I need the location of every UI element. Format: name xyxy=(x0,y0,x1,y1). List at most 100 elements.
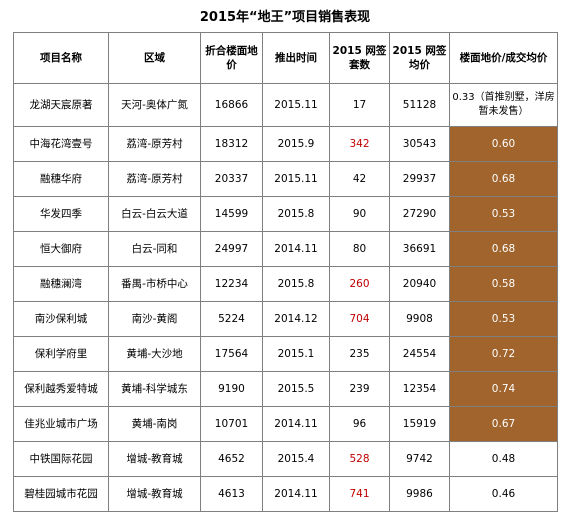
cell-area: 黄埔-大沙地 xyxy=(108,336,201,372)
cell-ratio: 0.33（首推别墅，洋房暂未发售） xyxy=(449,83,558,127)
header-ratio: 楼面地价/成交均价 xyxy=(449,32,558,84)
cell-launch: 2015.11 xyxy=(262,161,330,197)
cell-ratio: 0.74 xyxy=(449,371,558,407)
cell-launch: 2014.12 xyxy=(262,301,330,337)
cell-land-price: 24997 xyxy=(200,231,263,267)
cell-avg-price: 15919 xyxy=(389,406,450,442)
cell-launch: 2014.11 xyxy=(262,406,330,442)
cell-area: 增城-教育城 xyxy=(108,476,201,512)
table-row: 龙湖天宸原著 天河-奥体广氮 16866 2015.11 17 51128 0.33（首推别… xyxy=(13,83,558,127)
cell-name: 中海花湾壹号 xyxy=(13,126,109,162)
table-row: 佳兆业城市广场 黄埔-南岗 10701 2014.11 96 15919 0.67 xyxy=(13,406,558,442)
cell-avg-price: 9908 xyxy=(389,301,450,337)
cell-area: 番禺-市桥中心 xyxy=(108,266,201,302)
cell-avg-price: 36691 xyxy=(389,231,450,267)
table-title: 2015年“地王”项目销售表现 xyxy=(199,10,371,25)
header-name: 项目名称 xyxy=(13,32,109,84)
cell-avg-price: 29937 xyxy=(389,161,450,197)
cell-launch: 2015.8 xyxy=(262,196,330,232)
cell-launch: 2015.1 xyxy=(262,336,330,372)
cell-units: 342 xyxy=(329,126,390,162)
cell-units: 235 xyxy=(329,336,390,372)
table-row: 华发四季 白云-白云大道 14599 2015.8 90 27290 0.53 xyxy=(13,196,558,232)
cell-avg-price: 12354 xyxy=(389,371,450,407)
cell-name: 龙湖天宸原著 xyxy=(13,83,109,127)
cell-name: 佳兆业城市广场 xyxy=(13,406,109,442)
cell-ratio: 0.68 xyxy=(449,231,558,267)
cell-launch: 2015.8 xyxy=(262,266,330,302)
cell-units: 96 xyxy=(329,406,390,442)
cell-ratio: 0.68 xyxy=(449,161,558,197)
cell-avg-price: 24554 xyxy=(389,336,450,372)
cell-units: 704 xyxy=(329,301,390,337)
header-land-price: 折合楼面地价 xyxy=(200,32,263,84)
cell-ratio: 0.53 xyxy=(449,196,558,232)
cell-land-price: 18312 xyxy=(200,126,263,162)
cell-name: 保利越秀爱特城 xyxy=(13,371,109,407)
cell-avg-price: 27290 xyxy=(389,196,450,232)
cell-area: 增城-教育城 xyxy=(108,441,201,477)
cell-land-price: 16866 xyxy=(200,83,263,127)
cell-units: 17 xyxy=(329,83,390,127)
cell-launch: 2014.11 xyxy=(262,231,330,267)
cell-area: 荔湾-原芳村 xyxy=(108,161,201,197)
cell-name: 华发四季 xyxy=(13,196,109,232)
table-row: 中铁国际花园 增城-教育城 4652 2015.4 528 9742 0.48 xyxy=(13,441,558,477)
cell-area: 荔湾-原芳村 xyxy=(108,126,201,162)
cell-launch: 2015.9 xyxy=(262,126,330,162)
cell-name: 碧桂园城市花园 xyxy=(13,476,109,512)
cell-area: 白云-白云大道 xyxy=(108,196,201,232)
cell-name: 恒大御府 xyxy=(13,231,109,267)
cell-land-price: 10701 xyxy=(200,406,263,442)
cell-name: 南沙保利城 xyxy=(13,301,109,337)
cell-area: 黄埔-南岗 xyxy=(108,406,201,442)
cell-name: 中铁国际花园 xyxy=(13,441,109,477)
cell-name: 保利学府里 xyxy=(13,336,109,372)
table-row: 保利学府里 黄埔-大沙地 17564 2015.1 235 24554 0.72 xyxy=(13,336,558,372)
cell-ratio: 0.58 xyxy=(449,266,558,302)
cell-units: 90 xyxy=(329,196,390,232)
cell-avg-price: 30543 xyxy=(389,126,450,162)
cell-area: 白云-同和 xyxy=(108,231,201,267)
cell-avg-price: 51128 xyxy=(389,83,450,127)
cell-area: 南沙-黄阁 xyxy=(108,301,201,337)
cell-land-price: 4613 xyxy=(200,476,263,512)
cell-launch: 2015.11 xyxy=(262,83,330,127)
cell-land-price: 9190 xyxy=(200,371,263,407)
table-row: 碧桂园城市花园 增城-教育城 4613 2014.11 741 9986 0.46 xyxy=(13,476,558,512)
cell-name: 融穗华府 xyxy=(13,161,109,197)
cell-ratio: 0.60 xyxy=(449,126,558,162)
header-launch: 推出时间 xyxy=(262,32,330,84)
cell-units: 80 xyxy=(329,231,390,267)
table-row: 保利越秀爱特城 黄埔-科学城东 9190 2015.5 239 12354 0.74 xyxy=(13,371,558,407)
cell-ratio: 0.67 xyxy=(449,406,558,442)
cell-area: 黄埔-科学城东 xyxy=(108,371,201,407)
cell-units: 741 xyxy=(329,476,390,512)
cell-land-price: 14599 xyxy=(200,196,263,232)
cell-avg-price: 9742 xyxy=(389,441,450,477)
cell-launch: 2015.5 xyxy=(262,371,330,407)
sales-table: 项目名称 区域 折合楼面地价 推出时间 2015 网签套数 2015 网签均价 … xyxy=(13,32,558,512)
header-avg-price: 2015 网签均价 xyxy=(389,32,450,84)
cell-launch: 2015.4 xyxy=(262,441,330,477)
table-row: 融穗澜湾 番禺-市桥中心 12234 2015.8 260 20940 0.58 xyxy=(13,266,558,302)
cell-units: 239 xyxy=(329,371,390,407)
table-row: 恒大御府 白云-同和 24997 2014.11 80 36691 0.68 xyxy=(13,231,558,267)
header-area: 区域 xyxy=(108,32,201,84)
table-row: 中海花湾壹号 荔湾-原芳村 18312 2015.9 342 30543 0.60 xyxy=(13,126,558,162)
cell-launch: 2014.11 xyxy=(262,476,330,512)
cell-land-price: 5224 xyxy=(200,301,263,337)
header-units: 2015 网签套数 xyxy=(329,32,390,84)
cell-ratio: 0.46 xyxy=(449,476,558,512)
table-row: 融穗华府 荔湾-原芳村 20337 2015.11 42 29937 0.68 xyxy=(13,161,558,197)
cell-ratio: 0.48 xyxy=(449,441,558,477)
cell-area: 天河-奥体广氮 xyxy=(108,83,201,127)
cell-avg-price: 20940 xyxy=(389,266,450,302)
header-row: 项目名称 区域 折合楼面地价 推出时间 2015 网签套数 2015 网签均价 … xyxy=(13,32,558,84)
cell-units: 42 xyxy=(329,161,390,197)
cell-units: 528 xyxy=(329,441,390,477)
cell-land-price: 17564 xyxy=(200,336,263,372)
cell-avg-price: 9986 xyxy=(389,476,450,512)
cell-land-price: 20337 xyxy=(200,161,263,197)
cell-name: 融穗澜湾 xyxy=(13,266,109,302)
